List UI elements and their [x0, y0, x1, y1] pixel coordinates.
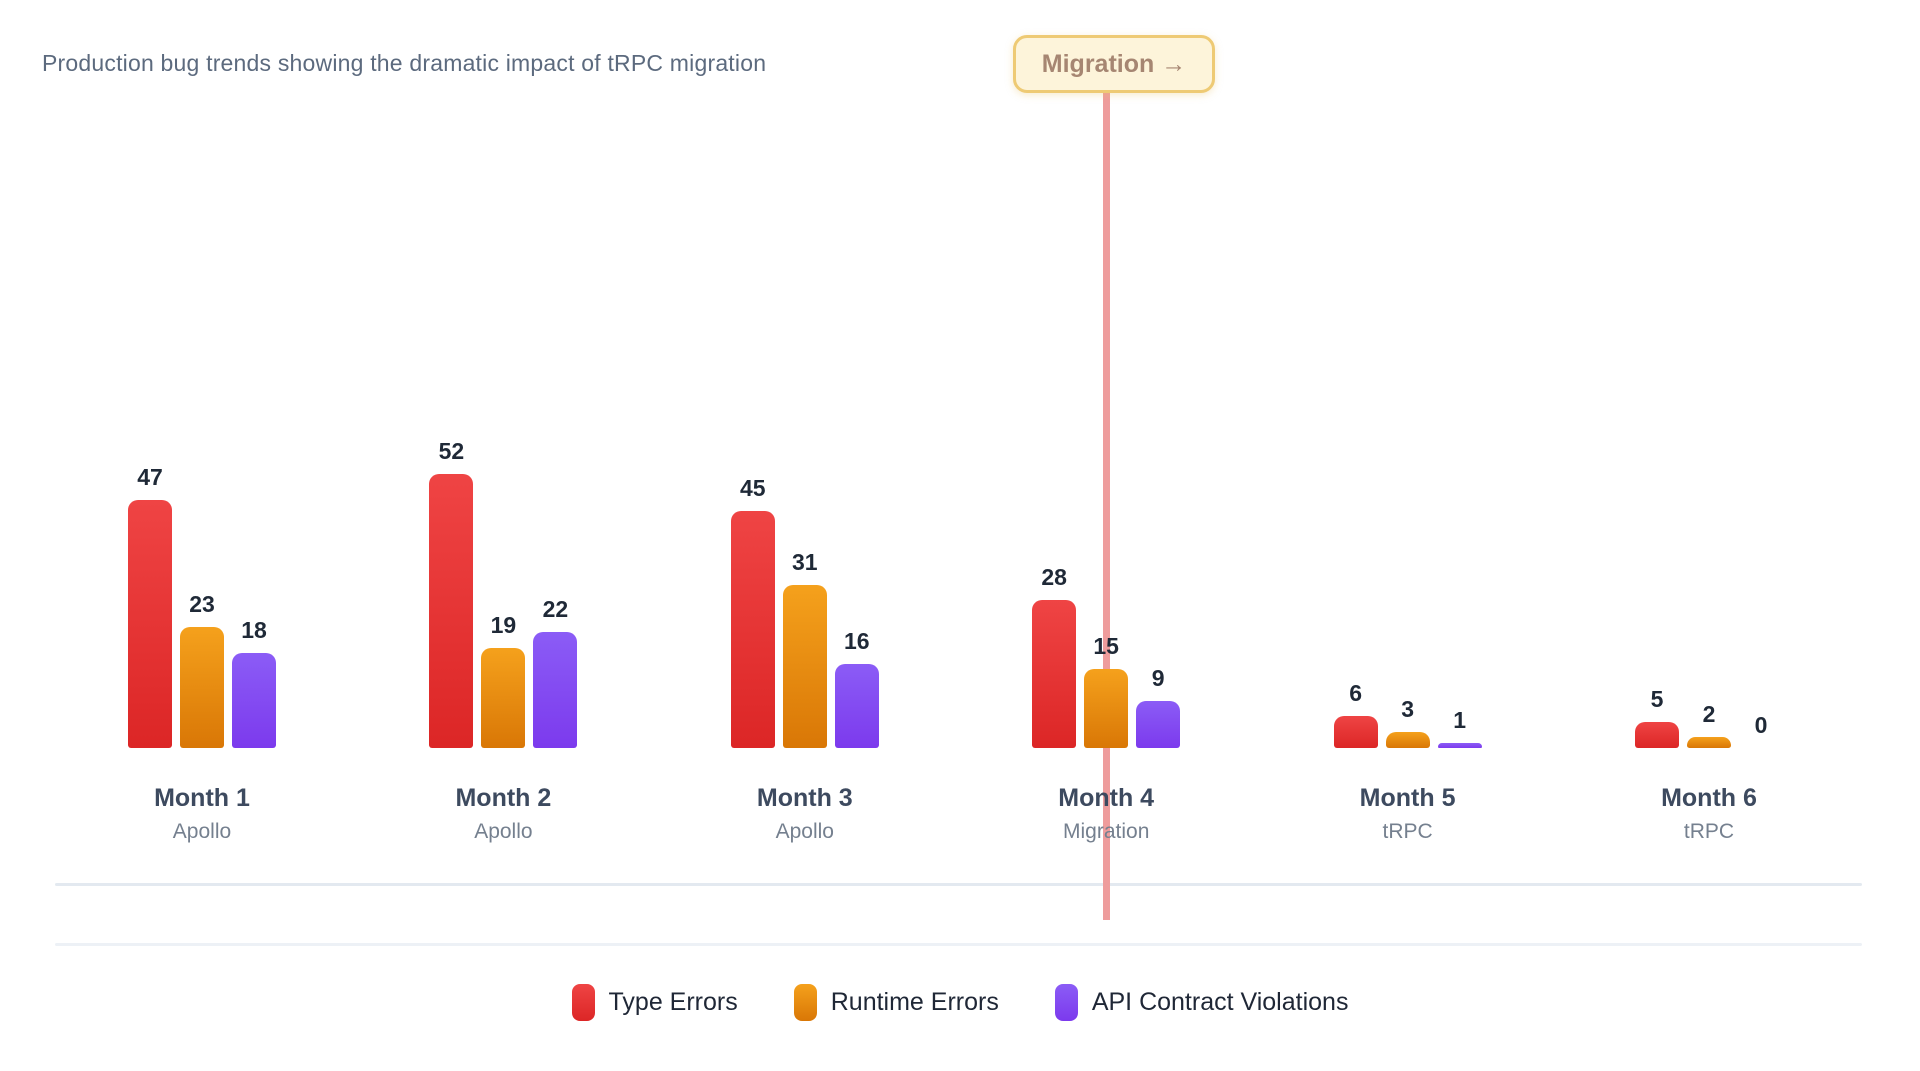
bar-group: 47 23 18 [128, 0, 276, 748]
bar-group: 52 19 22 [429, 0, 578, 748]
bar-value-label: 23 [189, 591, 215, 617]
divider-line [55, 883, 1862, 886]
bar-value-label: 47 [137, 464, 163, 490]
bar-api-contract-violations [533, 632, 578, 748]
category-label: Month 4 [1058, 784, 1155, 812]
bar-value-label: 19 [490, 612, 517, 638]
bar-value-label: 0 [1754, 712, 1768, 738]
legend-swatch [1054, 984, 1078, 1021]
bar-api-contract-violations [1437, 743, 1482, 748]
bar-value-label: 22 [542, 596, 569, 622]
bar-value-label: 18 [241, 617, 267, 643]
legend-item: Runtime Errors [793, 984, 999, 1021]
bar-value-label: 31 [792, 549, 818, 575]
category-label: Month 3 [756, 784, 853, 812]
migration-annotation-line [1103, 90, 1110, 920]
bar-value-label: 6 [1349, 680, 1362, 706]
bar-value-label: 28 [1041, 564, 1067, 590]
legend-item: Type Errors [571, 984, 738, 1021]
bar-type-errors [128, 500, 172, 748]
category-label: Month 2 [455, 784, 552, 812]
migration-badge: Migration → [1013, 35, 1215, 93]
legend-label: API Contract Violations [1091, 988, 1349, 1016]
bar-runtime-errors [1084, 669, 1129, 748]
bar-group: 6 3 1 [1333, 0, 1482, 748]
legend-swatch [793, 984, 817, 1021]
bar-type-errors [1032, 600, 1077, 748]
bar-value-label: 5 [1650, 686, 1664, 712]
category-sublabel: Apollo [775, 820, 834, 843]
category-sublabel: Apollo [474, 820, 533, 843]
bar-runtime-errors [1385, 732, 1430, 748]
bar-value-label: 1 [1453, 707, 1466, 733]
bar-value-label: 9 [1151, 665, 1165, 691]
bar-value-label: 45 [740, 475, 766, 501]
legend-label: Runtime Errors [830, 988, 999, 1016]
legend-item: API Contract Violations [1054, 984, 1349, 1021]
bar-group: 45 31 16 [730, 0, 879, 748]
category-label: Month 6 [1661, 784, 1757, 812]
chart-title: Production bug trends showing the dramat… [42, 50, 767, 76]
legend-swatch [571, 984, 595, 1021]
bar-runtime-errors [1687, 737, 1731, 748]
bar-type-errors [429, 474, 474, 748]
bar-type-errors [1635, 722, 1679, 748]
bar-group: 5 2 0 [1635, 0, 1783, 748]
category-sublabel: Migration [1063, 820, 1150, 843]
bar-api-contract-violations [1136, 701, 1181, 748]
chart-legend: Type Errors Runtime Errors API Contract Vi… [0, 984, 1920, 1021]
bar-value-label: 3 [1401, 696, 1414, 722]
bar-api-contract-violations [232, 653, 276, 748]
category-sublabel: Apollo [172, 820, 232, 843]
category-sublabel: tRPC [1683, 820, 1735, 843]
bar-runtime-errors [481, 648, 526, 748]
bar-value-label: 2 [1702, 701, 1716, 727]
bar-value-label: 52 [438, 438, 465, 464]
bar-value-label: 16 [844, 628, 870, 654]
category-sublabel: tRPC [1382, 820, 1433, 843]
bar-value-label: 15 [1093, 633, 1119, 659]
bar-type-errors [1333, 716, 1378, 748]
legend-label: Type Errors [608, 988, 738, 1016]
bar-group: 28 15 9 [1032, 0, 1181, 748]
category-label: Month 1 [154, 784, 250, 812]
divider-line [55, 943, 1862, 946]
bar-runtime-errors [180, 627, 224, 748]
bar-runtime-errors [782, 585, 827, 748]
bar-api-contract-violations [834, 664, 879, 748]
migration-badge-label: Migration → [1041, 49, 1187, 78]
bar-type-errors [730, 511, 775, 748]
category-label: Month 5 [1359, 784, 1456, 812]
